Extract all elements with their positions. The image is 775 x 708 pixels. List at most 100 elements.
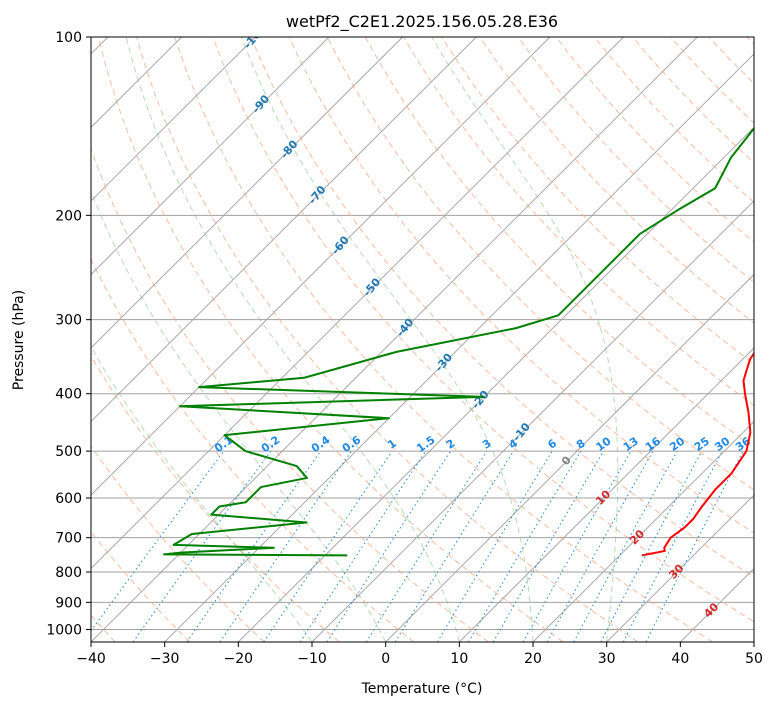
dry-adiabat	[746, 37, 754, 45]
isotherm-line	[91, 37, 624, 570]
x-tick-label: 20	[524, 651, 542, 667]
dry-adiabat	[441, 37, 754, 365]
x-tick-label: 10	[450, 651, 468, 667]
moist-adiabats	[91, 37, 619, 642]
mixing-ratio-label: 1	[385, 437, 399, 452]
mixing-ratio-line	[365, 450, 488, 642]
x-tick-label: −40	[76, 651, 106, 667]
dry-adiabat-label: 10	[593, 487, 613, 507]
isotherm-line	[459, 347, 754, 642]
moist-adiabat	[125, 37, 460, 642]
moist-adiabat	[241, 37, 534, 642]
dry-adiabat	[288, 37, 754, 534]
dry-adiabat	[174, 37, 713, 642]
x-tick-label: −30	[150, 651, 180, 667]
chart-title: wetPf2_C2E1.2025.156.05.28.E36	[286, 12, 558, 32]
isotherm-line	[91, 37, 477, 423]
temperature-profile	[641, 351, 754, 557]
mixing-ratio-line	[219, 450, 352, 642]
dry-adiabat-label: 40	[701, 600, 721, 620]
dry-adiabat	[593, 37, 754, 203]
plot-area: 0.1 0.2 0.4 0.6 1 1.5 2 3 4 6 8 10 13 16 20 25 30 36-100-…	[91, 37, 754, 642]
mixing-ratio-line	[573, 450, 678, 642]
isotherm-lines	[91, 37, 754, 642]
dry-adiabat	[91, 258, 415, 642]
dry-adiabat	[517, 37, 754, 284]
isotherm-line	[311, 200, 754, 642]
mixing-ratio-line	[468, 450, 582, 642]
dry-adiabat	[212, 37, 754, 623]
dry-adiabat-label: 20	[627, 527, 647, 547]
mixing-ratio-line	[299, 450, 427, 642]
mixing-ratio-line	[645, 450, 744, 642]
y-tick-label: 600	[55, 491, 82, 507]
dry-adiabat	[708, 37, 754, 85]
mixing-ratio-line	[186, 450, 322, 642]
mixing-ratio-label: 0.4	[309, 433, 333, 455]
isotherm-line	[91, 37, 551, 496]
y-tick-label: 900	[55, 595, 82, 611]
pressure-gridlines	[91, 37, 754, 630]
x-tick-label: 30	[598, 651, 616, 667]
mixing-ratio-label: 0.6	[340, 433, 364, 455]
mixing-ratio-lines	[91, 450, 744, 642]
mixing-ratio-line	[326, 450, 452, 642]
plot-frame	[90, 36, 755, 643]
dry-adiabat	[91, 445, 265, 642]
isotherm-line	[238, 126, 754, 642]
isotherm-line	[680, 567, 754, 642]
y-tick-label: 800	[55, 565, 82, 581]
dry-adiabat	[91, 530, 191, 642]
y-tick-label: 200	[55, 208, 82, 224]
mixing-ratio-label: 0.2	[259, 433, 282, 455]
dry-adiabat	[479, 37, 754, 324]
x-axis-label: Temperature (°C)	[361, 681, 483, 697]
y-tick-label: 700	[55, 531, 82, 547]
mixing-ratio-label: 3	[480, 437, 494, 452]
isotherm-line	[91, 37, 403, 349]
dewpoint-profile	[163, 126, 754, 557]
mixing-ratio-line	[600, 450, 703, 642]
dry-adiabat	[91, 147, 489, 642]
background-line-labels: 0.1 0.2 0.4 0.6 1 1.5 2 3 4 6 8 10 13 16 20 25 30 36-100-…	[212, 37, 753, 620]
mixing-ratio-line	[436, 450, 553, 642]
y-tick-label: 100	[55, 30, 82, 46]
x-tick-label: −10	[297, 651, 327, 667]
y-axis-ticks: 100 200 300 400 500 600 700 800 900 1000	[46, 30, 91, 638]
dry-adiabat	[97, 37, 564, 642]
y-tick-label: 400	[55, 387, 82, 403]
sounding-profiles	[163, 126, 754, 557]
x-tick-label: 40	[671, 651, 689, 667]
isotherm-line	[606, 494, 754, 642]
isotherm-line	[753, 641, 754, 642]
y-axis-label: Pressure (hPa)	[11, 290, 27, 390]
dry-adiabat	[91, 355, 340, 642]
y-tick-label: 300	[55, 313, 82, 329]
isotherm-line	[91, 37, 698, 642]
dry-adiabat	[326, 37, 754, 491]
isotherm-line	[385, 273, 754, 642]
y-tick-label: 1000	[46, 622, 82, 638]
isotherm-line	[91, 37, 256, 202]
dry-adiabat	[670, 37, 754, 124]
x-tick-label: −20	[224, 651, 254, 667]
x-tick-label: 0	[381, 651, 390, 667]
isotherm-line	[532, 420, 754, 642]
isotherm-line	[91, 37, 330, 276]
dry-adiabat	[364, 37, 754, 448]
dry-adiabat-label: 30	[666, 561, 686, 581]
x-tick-label: 50	[745, 651, 763, 667]
moist-adiabat	[431, 37, 619, 642]
dry-adiabat	[250, 37, 754, 578]
mixing-ratio-line	[394, 450, 514, 642]
mixing-ratio-label: 6	[545, 437, 559, 452]
x-axis-ticks: −40 −30 −20 −10 0 10 20 30 40 50	[76, 642, 763, 667]
mixing-ratio-line	[263, 450, 393, 642]
moist-adiabat	[91, 346, 313, 642]
moist-adiabat	[91, 189, 387, 642]
isotherm-line	[164, 53, 754, 642]
y-tick-label: 500	[55, 444, 82, 460]
mixing-ratio-label: 1.5	[414, 433, 437, 455]
dry-adiabat	[135, 37, 639, 642]
